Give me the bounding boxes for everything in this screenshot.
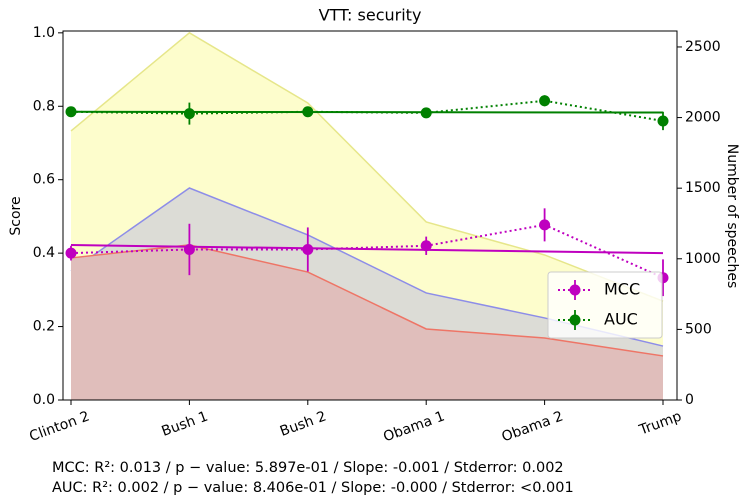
marker bbox=[65, 106, 77, 118]
y2-tick-label: 2000 bbox=[685, 110, 721, 126]
marker bbox=[302, 243, 314, 255]
area-line bbox=[70, 31, 664, 302]
y-axis-label: Score bbox=[8, 196, 24, 235]
legend-marker bbox=[569, 284, 581, 296]
series-line bbox=[70, 223, 664, 279]
plot-frame bbox=[62, 30, 678, 401]
y2-tick-label: 2500 bbox=[685, 39, 721, 55]
y-tick-label: 0.0 bbox=[33, 392, 55, 408]
marker bbox=[183, 108, 195, 120]
marker bbox=[539, 219, 551, 231]
y2-tick-label: 0 bbox=[685, 392, 694, 408]
x-tick-label: Trump bbox=[636, 408, 684, 438]
y2-tick-label: 500 bbox=[685, 321, 712, 337]
y2-tick-label: 1500 bbox=[685, 180, 721, 196]
x-tick-label: Obama 1 bbox=[381, 408, 447, 445]
legend: MCC AUC bbox=[547, 271, 663, 339]
marker bbox=[183, 243, 195, 255]
series-line bbox=[70, 99, 664, 122]
y-tick-label: 1.0 bbox=[33, 25, 55, 41]
y-tick-label: 0.8 bbox=[33, 98, 55, 114]
note: MCC: R²: 0.013 / p − value: 5.897e-01 / … bbox=[52, 460, 564, 476]
area-fill bbox=[71, 244, 663, 400]
x-tick-label: Bush 2 bbox=[278, 408, 329, 439]
x-tick-label: Obama 2 bbox=[500, 408, 566, 445]
marker bbox=[420, 240, 432, 252]
marker bbox=[420, 107, 432, 119]
y2-axis-label: Number of speeches bbox=[724, 144, 740, 289]
chart-title: VTT: security bbox=[319, 6, 422, 25]
y2-tick-label: 1000 bbox=[685, 251, 721, 267]
marker bbox=[302, 106, 314, 118]
legend-marker bbox=[569, 314, 581, 326]
trend-line bbox=[70, 244, 664, 255]
y-tick-label: 0.6 bbox=[33, 172, 55, 188]
y-tick-label: 0.2 bbox=[33, 319, 55, 335]
marker bbox=[657, 115, 669, 127]
legend-label: MCC bbox=[604, 280, 640, 299]
x-tick-label: Bush 1 bbox=[160, 408, 211, 439]
note: AUC: R²: 0.002 / p − value: 8.406e-01 / … bbox=[52, 480, 574, 496]
marker bbox=[539, 95, 551, 107]
legend-label: AUC bbox=[604, 310, 638, 329]
y-tick-label: 0.4 bbox=[33, 245, 55, 261]
marker bbox=[65, 247, 77, 259]
x-tick-label: Clinton 2 bbox=[27, 408, 91, 444]
